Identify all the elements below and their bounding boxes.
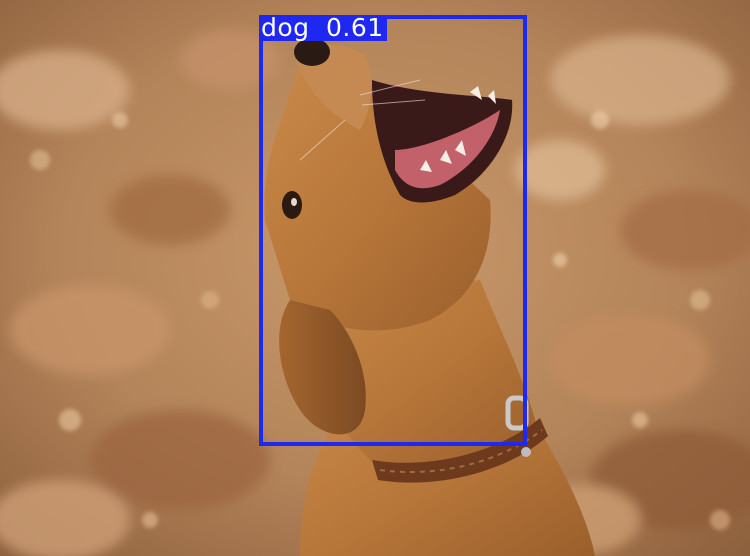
detection-confidence: 0.61 [326,13,384,42]
detection-label: dog 0.61 [259,15,387,41]
detection-bounding-box [259,15,527,446]
dog-illustration [264,38,595,556]
detection-class-name: dog [261,13,310,42]
